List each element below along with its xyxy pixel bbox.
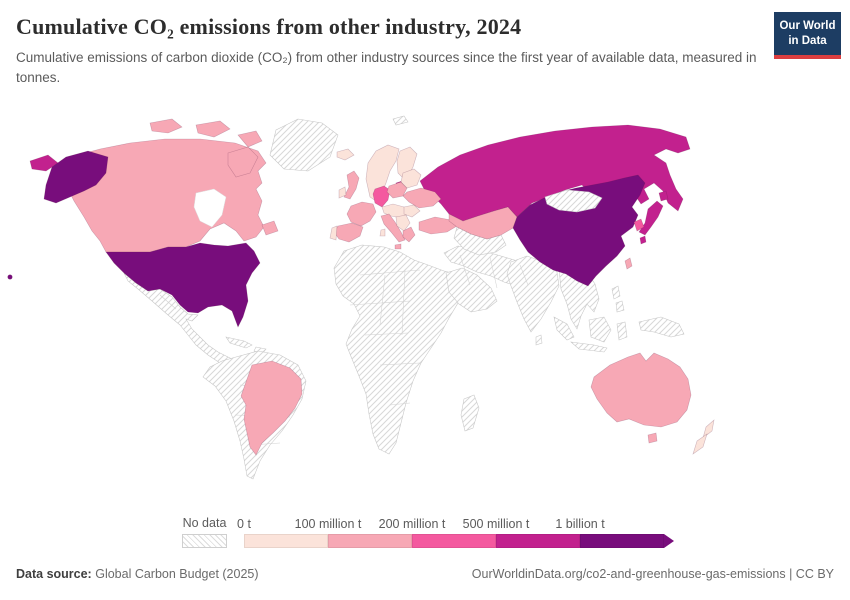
legend-bar-column: 0 t 100 million t 200 million t 500 million… — [237, 516, 674, 548]
country-svalbard[interactable] — [392, 115, 409, 126]
country-hawaii[interactable] — [7, 274, 13, 280]
country-arabia[interactable] — [445, 267, 498, 313]
legend-ticks: 0 t 100 million t 200 million t 500 million… — [237, 516, 674, 534]
country-united-states[interactable] — [105, 242, 261, 328]
country-south-korea[interactable] — [633, 218, 645, 232]
country-tasmania[interactable] — [647, 432, 658, 444]
legend-segment-bin1[interactable] — [244, 534, 328, 548]
credit-line[interactable]: OurWorldinData.org/co2-and-greenhouse-ga… — [471, 567, 834, 581]
country-philippines-north[interactable] — [611, 285, 621, 300]
country-madagascar[interactable] — [460, 394, 480, 432]
data-source-line: Data source: Global Carbon Budget (2025) — [16, 567, 259, 581]
country-sicily[interactable] — [394, 243, 402, 250]
country-cuba[interactable] — [225, 336, 253, 349]
legend-segment-bin5[interactable] — [580, 534, 664, 548]
chart-footer: Data source: Global Carbon Budget (2025)… — [16, 567, 834, 581]
legend-tick-bin3: 200 million t — [378, 517, 446, 531]
country-java[interactable] — [570, 341, 608, 353]
country-new-zealand-north[interactable] — [702, 419, 715, 439]
country-portugal[interactable] — [329, 225, 338, 241]
country-spain[interactable] — [333, 222, 364, 243]
country-africa[interactable] — [333, 244, 477, 455]
legend-no-data: No data — [182, 516, 227, 548]
country-borneo[interactable] — [588, 316, 612, 343]
country-alaska[interactable] — [43, 150, 109, 204]
country-new-guinea[interactable] — [638, 316, 685, 338]
country-new-zealand-south[interactable] — [692, 433, 708, 455]
country-sumatra[interactable] — [553, 316, 575, 341]
country-brazil[interactable] — [240, 360, 303, 456]
legend-segment-bin4[interactable] — [496, 534, 580, 548]
country-italy[interactable] — [380, 213, 406, 243]
hudson-bay — [193, 188, 227, 228]
country-ireland[interactable] — [338, 186, 347, 199]
legend-no-data-swatch[interactable] — [182, 534, 227, 548]
map-legend: No data 0 t 100 million t 200 million t 500… — [182, 516, 674, 548]
country-turkey[interactable] — [418, 216, 458, 235]
country-greece[interactable] — [402, 226, 416, 243]
country-baltics-belarus[interactable] — [400, 168, 422, 189]
legend-arrow — [664, 534, 674, 548]
country-china[interactable] — [512, 174, 646, 287]
legend-bar — [244, 534, 674, 548]
owid-logo-line1: Our World — [779, 20, 836, 32]
country-sri-lanka[interactable] — [535, 334, 543, 346]
legend-tick-bin5: 1 billion t — [555, 517, 605, 531]
country-greenland[interactable] — [269, 118, 339, 172]
data-source-label: Data source: — [16, 567, 92, 581]
chart-header: Cumulative CO₂ emissions from other indu… — [16, 14, 758, 87]
country-balkans[interactable] — [395, 214, 411, 232]
owid-logo-line2: in Data — [788, 34, 827, 47]
country-baffin-island[interactable] — [227, 146, 259, 178]
legend-tick-bin4: 500 million t — [462, 517, 530, 531]
legend-tick-bin2: 100 million t — [294, 517, 362, 531]
country-romania-hungary[interactable] — [403, 204, 421, 218]
country-newfoundland[interactable] — [261, 220, 279, 236]
country-sulawesi[interactable] — [616, 321, 628, 341]
country-japan[interactable] — [638, 200, 664, 236]
world-map-svg — [7, 115, 715, 480]
country-iceland[interactable] — [336, 148, 355, 161]
country-mongolia[interactable] — [544, 189, 603, 213]
country-mexico-central-america[interactable] — [123, 272, 239, 368]
country-australia[interactable] — [590, 352, 692, 428]
country-taiwan[interactable] — [624, 257, 633, 270]
page-title: Cumulative CO₂ emissions from other indu… — [16, 14, 522, 39]
country-ukraine[interactable] — [402, 187, 442, 209]
chart-subtitle: Cumulative emissions of carbon dioxide (… — [16, 50, 757, 85]
owid-logo[interactable]: Our World in Data — [774, 12, 841, 59]
legend-segment-bin2[interactable] — [328, 534, 412, 548]
country-canada-arctic-b[interactable] — [195, 120, 231, 138]
country-canada-arctic-a[interactable] — [149, 118, 183, 134]
legend-segment-bin3[interactable] — [412, 534, 496, 548]
country-germany[interactable] — [372, 185, 391, 208]
world-map — [0, 105, 850, 505]
country-philippines-south[interactable] — [615, 300, 625, 313]
country-japan-hokkaido[interactable] — [658, 190, 669, 202]
legend-no-data-label: No data — [182, 516, 227, 530]
country-france[interactable] — [346, 201, 377, 227]
country-japan-kyushu[interactable] — [639, 235, 647, 245]
country-united-kingdom[interactable] — [343, 170, 360, 200]
legend-tick-bin1: 0 t — [237, 517, 251, 531]
country-sardinia[interactable] — [379, 228, 386, 237]
data-source-value[interactable]: Global Carbon Budget (2025) — [95, 567, 259, 581]
country-canada-arctic-c[interactable] — [237, 130, 263, 148]
